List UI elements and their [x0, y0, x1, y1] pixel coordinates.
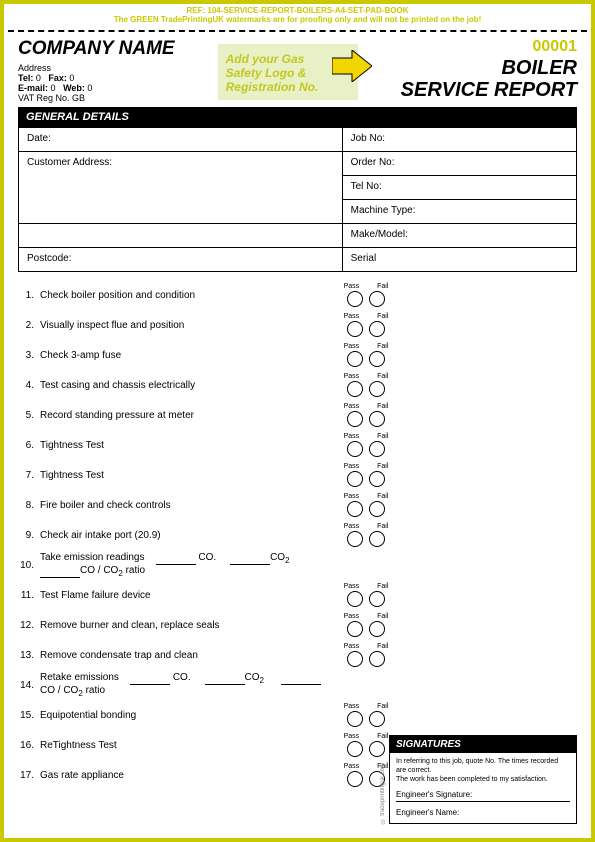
engineer-name[interactable]: Engineer's Name: — [396, 802, 570, 819]
vertical-credit: © tradeprintinguk.com — [380, 763, 386, 823]
signatures-heading: SIGNATURES — [390, 736, 576, 753]
engineer-signature[interactable]: Engineer's Signature: — [396, 784, 570, 802]
arrow-icon — [332, 50, 372, 82]
page-border — [0, 0, 595, 842]
sig-note-1: In referring to this job, quote No. The … — [396, 757, 570, 775]
logo-placeholder: Add your Gas Safety Logo & Registration … — [218, 44, 358, 100]
sig-note-2: The work has been completed to my satisf… — [396, 775, 570, 784]
signatures-box: © tradeprintinguk.com SIGNATURES In refe… — [389, 735, 577, 824]
